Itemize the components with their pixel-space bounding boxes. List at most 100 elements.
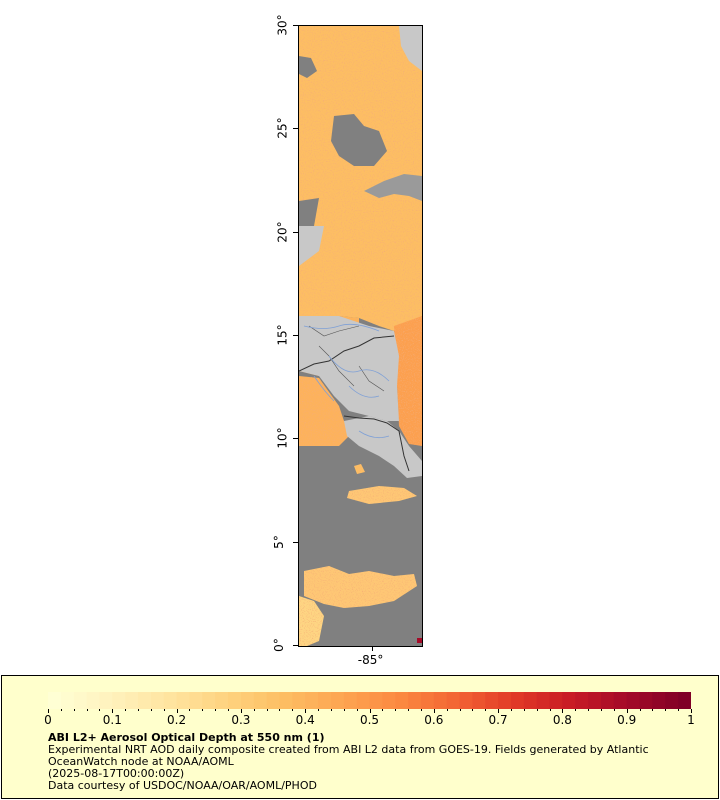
colorbar-tick (189, 709, 191, 711)
colorbar-segment (639, 692, 654, 709)
colorbar-tick (613, 709, 615, 711)
lat-tick (293, 645, 298, 646)
colorbar-segment (395, 692, 409, 709)
colorbar-segment (626, 692, 641, 709)
colorbar-segment (536, 692, 551, 709)
colorbar-tick-label: 0.2 (167, 713, 187, 727)
aod-map[interactable] (298, 25, 423, 647)
legend-panel: 0 0.1 0.2 0.3 0.4 0.5 0.6 0.7 0.8 0.9 1 ABI L2+ Ae… (1, 675, 719, 799)
colorbar-segment (48, 692, 62, 709)
colorbar-tick-label: 0.7 (488, 713, 508, 727)
colorbar-tick (600, 709, 602, 711)
colorbar-tick (266, 709, 268, 711)
colorbar-segment (240, 692, 255, 709)
lat-tick-label: 20° (275, 221, 290, 243)
colorbar-tick (305, 709, 307, 713)
colorbar-tick (279, 709, 281, 711)
colorbar-tick (459, 709, 461, 711)
colorbar-tick (408, 709, 410, 711)
land-central-america (299, 316, 399, 421)
colorbar-tick (343, 709, 345, 711)
colorbar-segment (369, 692, 383, 709)
lat-tick (293, 335, 298, 336)
colorbar-tick (240, 709, 242, 713)
lat-tick-label: 15° (275, 324, 290, 346)
river (303, 323, 380, 332)
colorbar-tick (588, 709, 590, 711)
lat-tick-label: 10° (275, 427, 290, 449)
colorbar-segment (112, 692, 126, 709)
colorbar-tick (292, 709, 294, 711)
colorbar-segment (125, 692, 139, 709)
colorbar-segment (60, 692, 75, 709)
colorbar-tick (253, 709, 255, 711)
colorbar-tick (575, 709, 577, 711)
colorbar-tick (112, 709, 114, 713)
colorbar-tick (382, 709, 384, 711)
colorbar-tick (639, 709, 641, 711)
colorbar-tick-label: 0 (44, 713, 52, 727)
legend-credit: Data courtesy of USDOC/NOAA/OAR/AOML/PHO… (48, 779, 317, 792)
lat-tick (293, 541, 298, 543)
colorbar-tick (549, 709, 551, 711)
colorbar-segment (510, 692, 525, 709)
lon-tick-label: -85° (357, 653, 384, 667)
colorbar-tick (369, 709, 371, 713)
colorbar-segment (549, 692, 563, 709)
colorbar-segment (665, 692, 679, 709)
colorbar-segment (266, 692, 281, 709)
colorbar-tick (163, 709, 165, 711)
colorbar-segment (279, 692, 293, 709)
colorbar-tick-label: 0.1 (102, 713, 122, 727)
colorbar-tick-label: 0.8 (552, 713, 572, 727)
colorbar-tick (330, 709, 332, 711)
colorbar-segment (99, 692, 113, 709)
colorbar-segment (485, 692, 499, 709)
colorbar-tick (228, 709, 230, 711)
colorbar-segment (228, 692, 242, 709)
colorbar-segment (459, 692, 473, 709)
colorbar-segment (86, 692, 101, 709)
lat-tick-label: 25° (275, 117, 290, 139)
colorbar-segment (613, 692, 628, 709)
colorbar-segment (343, 692, 358, 709)
colorbar-segment (523, 692, 538, 709)
colorbar-segment (215, 692, 229, 709)
colorbar-segment (202, 692, 216, 709)
colorbar-segment (433, 692, 448, 709)
colorbar-tick-label: 0.5 (359, 713, 380, 727)
legend-description-line2: OceanWatch node at NOAA/AOML (48, 755, 234, 768)
aod-map-image (299, 26, 422, 646)
colorbar-tick (395, 709, 397, 711)
colorbar-tick (485, 709, 487, 711)
legend-description-line1: Experimental NRT AOD daily composite cre… (48, 743, 649, 756)
colorbar-tick (202, 709, 204, 711)
colorbar-tick (562, 709, 564, 713)
lat-tick-label: 0° (271, 638, 286, 652)
colorbar-tick (665, 709, 667, 711)
colorbar-segment (498, 692, 512, 709)
colorbar-tick (356, 709, 358, 711)
colorbar-segment (305, 692, 319, 709)
colorbar-tick (150, 709, 152, 711)
legend-title: ABI L2+ Aerosol Optical Depth at 550 nm … (48, 731, 325, 744)
colorbar-tick (691, 709, 692, 713)
colorbar-segment (163, 692, 178, 709)
colorbar-tick-label: 0.3 (231, 713, 251, 727)
colorbar-tick (626, 709, 628, 713)
lat-tick (293, 25, 298, 26)
no-data-patch (331, 114, 387, 166)
colorbar-segment (408, 692, 422, 709)
colorbar-tick (498, 709, 500, 713)
colorbar-segment (330, 692, 345, 709)
lat-tick (293, 128, 298, 130)
lat-tick (293, 231, 298, 233)
colorbar-segment (678, 692, 691, 709)
colorbar-segment (472, 692, 486, 709)
colorbar-tick (446, 709, 448, 711)
country-border (299, 335, 395, 372)
colorbar-tick (73, 709, 75, 711)
colorbar-tick (652, 709, 654, 711)
colorbar-segment (189, 692, 203, 709)
colorbar-tick (86, 709, 88, 711)
